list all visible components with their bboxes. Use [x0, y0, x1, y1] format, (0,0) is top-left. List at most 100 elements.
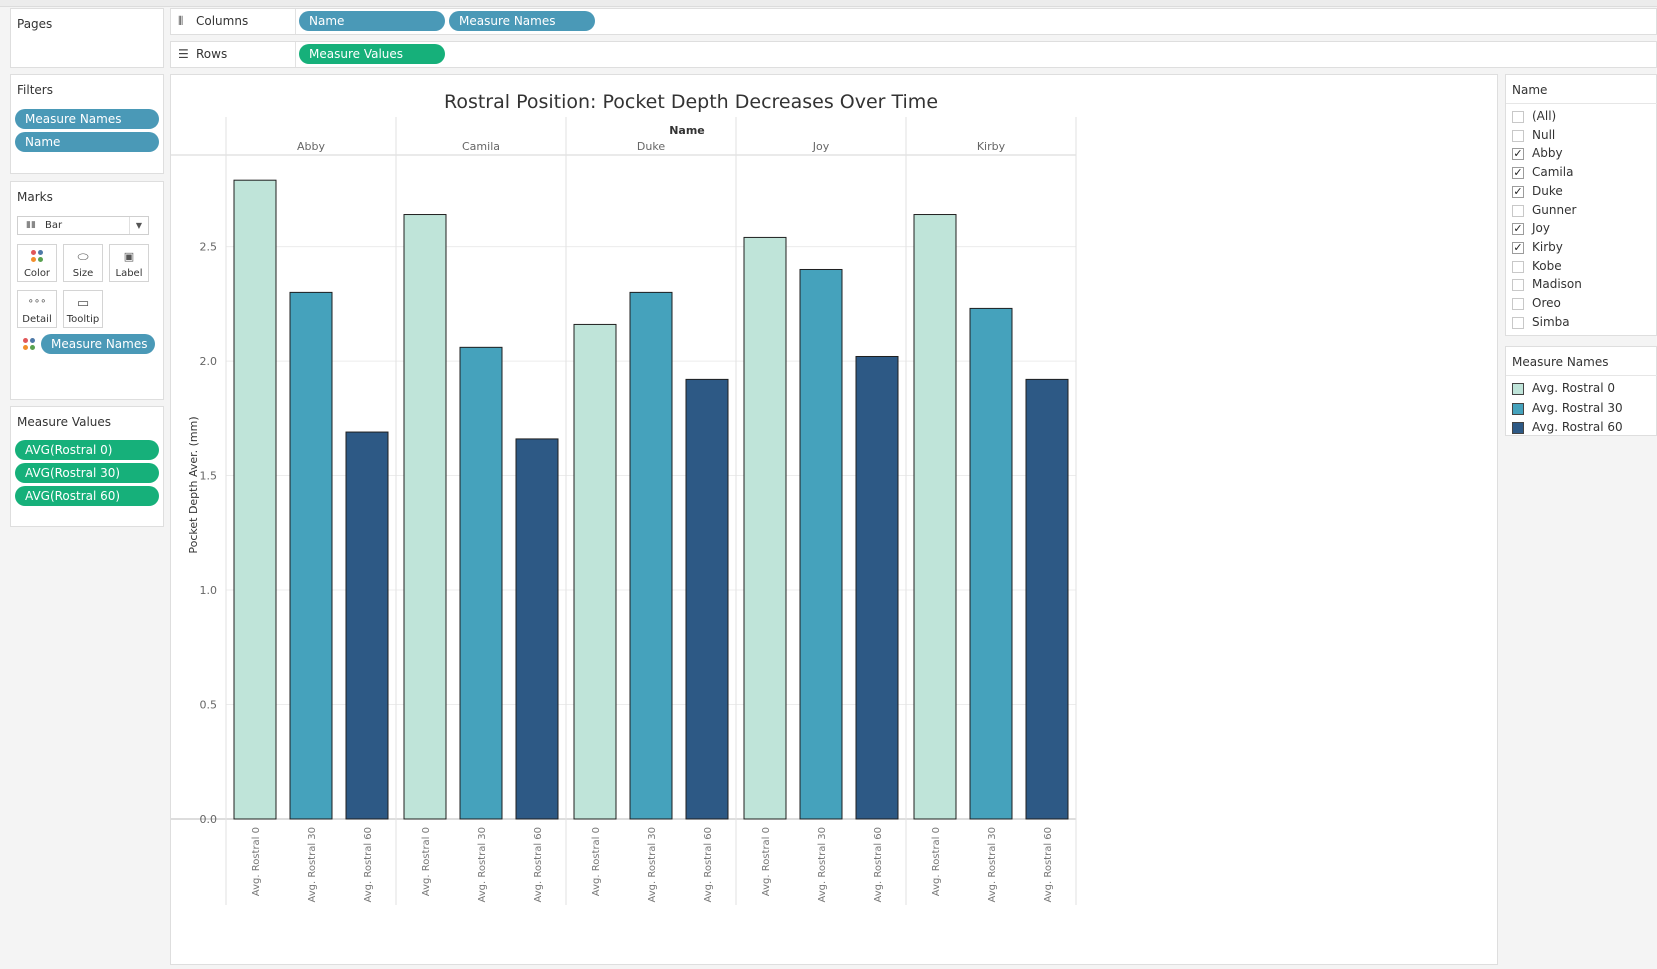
x-tick-label: Avg. Rostral 0	[931, 827, 942, 896]
bar	[289, 291, 333, 820]
bar	[629, 291, 673, 820]
color-encoding-icon	[23, 338, 37, 352]
color-button-label: Color	[23, 268, 51, 279]
name-filter-item[interactable]: ✓ Joy	[1512, 221, 1652, 239]
checkbox-checked-icon[interactable]: ✓	[1512, 222, 1524, 236]
mark-type-value: Bar	[45, 220, 63, 231]
bar	[685, 378, 729, 820]
chart-view[interactable]: Rostral Position: Pocket Depth Decreases…	[170, 74, 1498, 965]
name-filter-item-label: Abby	[1532, 146, 1563, 161]
checkbox-unchecked-icon[interactable]	[1512, 260, 1524, 273]
checkbox-checked-icon[interactable]: ✓	[1512, 240, 1524, 254]
tooltip-button-label: Tooltip	[66, 314, 100, 325]
filters-card[interactable]: Filters Measure Names Name	[10, 74, 164, 174]
rows-shelf[interactable]: ☰ Rows Measure Values	[170, 41, 1657, 68]
y-tick-label: 2.5	[200, 241, 218, 254]
x-tick-label: Avg. Rostral 30	[817, 827, 828, 903]
measure-values-title: Measure Values	[17, 415, 112, 429]
x-tick-label: Avg. Rostral 30	[647, 827, 658, 903]
name-filter-item[interactable]: Null	[1512, 128, 1652, 146]
checkbox-unchecked-icon[interactable]	[1512, 129, 1524, 142]
color-pill-measure-names[interactable]: Measure Names	[41, 334, 155, 354]
rows-pill-measure-values[interactable]: Measure Values	[299, 44, 445, 64]
bar	[573, 323, 617, 820]
name-filter-item-label: (All)	[1532, 109, 1557, 123]
columns-pill-name[interactable]: Name	[299, 11, 445, 31]
name-filter-item-label: Null	[1532, 127, 1556, 142]
columns-icon: ⦀	[178, 14, 184, 28]
filter-pill-name[interactable]: Name	[15, 132, 159, 152]
bar	[233, 179, 277, 820]
pages-shelf[interactable]: Pages	[10, 8, 164, 68]
filter-pill-measure-names[interactable]: Measure Names	[15, 109, 159, 129]
name-filter-list: (All) Null ✓ Abby ✓ Camila ✓ Duke Gunner ✓ Joy ✓ Kir…	[1512, 109, 1652, 333]
bar	[403, 214, 447, 820]
columns-pill-measure-names[interactable]: Measure Names	[449, 11, 595, 31]
measure-legend-item[interactable]: Avg. Rostral 30	[1512, 401, 1652, 419]
tooltip-button[interactable]: ▭ Tooltip	[63, 290, 103, 328]
x-tick-label: Avg. Rostral 60	[703, 827, 714, 903]
x-tick-label: Avg. Rostral 30	[307, 827, 318, 903]
checkbox-checked-icon[interactable]: ✓	[1512, 166, 1524, 180]
detail-button[interactable]: ∘∘∘ Detail	[17, 290, 57, 328]
columns-divider	[295, 9, 296, 34]
legend-swatch	[1512, 422, 1524, 434]
bar	[1025, 378, 1069, 820]
checkbox-checked-icon[interactable]: ✓	[1512, 184, 1524, 198]
measure-pill-rostral-30[interactable]: AVG(Rostral 30)	[15, 463, 159, 483]
legend-swatch	[1512, 383, 1524, 395]
name-filter-item[interactable]: Gunner	[1512, 203, 1652, 221]
category-header: Kirby	[977, 140, 1006, 153]
measure-legend-item[interactable]: Avg. Rostral 0	[1512, 381, 1652, 399]
label-button[interactable]: ▣ Label	[109, 244, 149, 282]
measure-pill-rostral-0[interactable]: AVG(Rostral 0)	[15, 440, 159, 460]
size-button[interactable]: ⬭ Size	[63, 244, 103, 282]
name-filter-item[interactable]: Kobe	[1512, 259, 1652, 277]
checkbox-unchecked-icon[interactable]	[1512, 298, 1524, 310]
checkbox-unchecked-icon[interactable]	[1512, 316, 1524, 329]
checkbox-unchecked-icon[interactable]	[1512, 204, 1524, 217]
name-filter-item[interactable]: ✓ Duke	[1512, 184, 1652, 202]
name-filter-item[interactable]: Oreo	[1512, 296, 1652, 314]
name-filter-item[interactable]: ✓ Kirby	[1512, 240, 1652, 258]
label-icon: ▣	[123, 250, 135, 263]
name-filter-item-label: Simba	[1532, 314, 1570, 329]
name-filter-item-label: Camila	[1532, 165, 1574, 180]
name-filter-item[interactable]: Madison	[1512, 277, 1652, 295]
name-filter-item[interactable]: (All)	[1512, 109, 1652, 127]
name-filter-item[interactable]: ✓ Camila	[1512, 165, 1652, 183]
checkbox-unchecked-icon[interactable]	[1512, 111, 1524, 123]
checkbox-checked-icon[interactable]: ✓	[1512, 147, 1524, 161]
measure-legend-item[interactable]: Avg. Rostral 60	[1512, 420, 1652, 438]
name-filter-item[interactable]: Simba	[1512, 315, 1652, 333]
pages-title: Pages	[17, 17, 53, 31]
measure-names-legend[interactable]: Measure Names Avg. Rostral 0 Avg. Rostral…	[1505, 346, 1657, 436]
rows-icon: ☰	[178, 47, 189, 61]
columns-shelf[interactable]: ⦀ Columns Name Measure Names	[170, 8, 1657, 35]
name-filter-item-label: Gunner	[1532, 202, 1577, 217]
bar-chart: Rostral Position: Pocket Depth Decreases…	[171, 91, 1077, 905]
category-header: Abby	[297, 140, 325, 153]
category-header: Camila	[462, 140, 500, 153]
measure-pill-rostral-60[interactable]: AVG(Rostral 60)	[15, 486, 159, 506]
name-filter-card[interactable]: Name (All) Null ✓ Abby ✓ Camila ✓ Duke Gunner ✓ Jo…	[1505, 74, 1657, 336]
x-tick-label: Avg. Rostral 30	[987, 827, 998, 903]
detail-button-label: Detail	[22, 314, 52, 325]
name-filter-item[interactable]: ✓ Abby	[1512, 146, 1652, 164]
size-icon: ⬭	[77, 250, 89, 265]
bars	[233, 179, 1069, 820]
size-button-label: Size	[72, 268, 94, 279]
measure-values-card[interactable]: Measure Values AVG(Rostral 0) AVG(Rostra…	[10, 406, 164, 527]
checkbox-unchecked-icon[interactable]	[1512, 279, 1524, 292]
marks-card[interactable]: Marks ▮▮ Bar ▼ Color ⬭ Size ▣ Label ∘∘∘ …	[10, 181, 164, 400]
axis-labels: 0.0 0.5 1.0 1.5 2.0 2.5 Abby Camila Duke Joy Kirby…	[200, 140, 1055, 903]
mark-type-dropdown[interactable]: ▮▮ Bar ▼	[17, 216, 149, 235]
rows-divider	[295, 42, 296, 67]
color-button[interactable]: Color	[17, 244, 57, 282]
y-tick-label: 1.0	[200, 584, 218, 597]
bar	[969, 307, 1013, 820]
bar	[459, 346, 503, 820]
x-tick-label: Avg. Rostral 30	[477, 827, 488, 903]
bar	[515, 438, 559, 820]
x-axis-header: Name	[669, 124, 705, 137]
